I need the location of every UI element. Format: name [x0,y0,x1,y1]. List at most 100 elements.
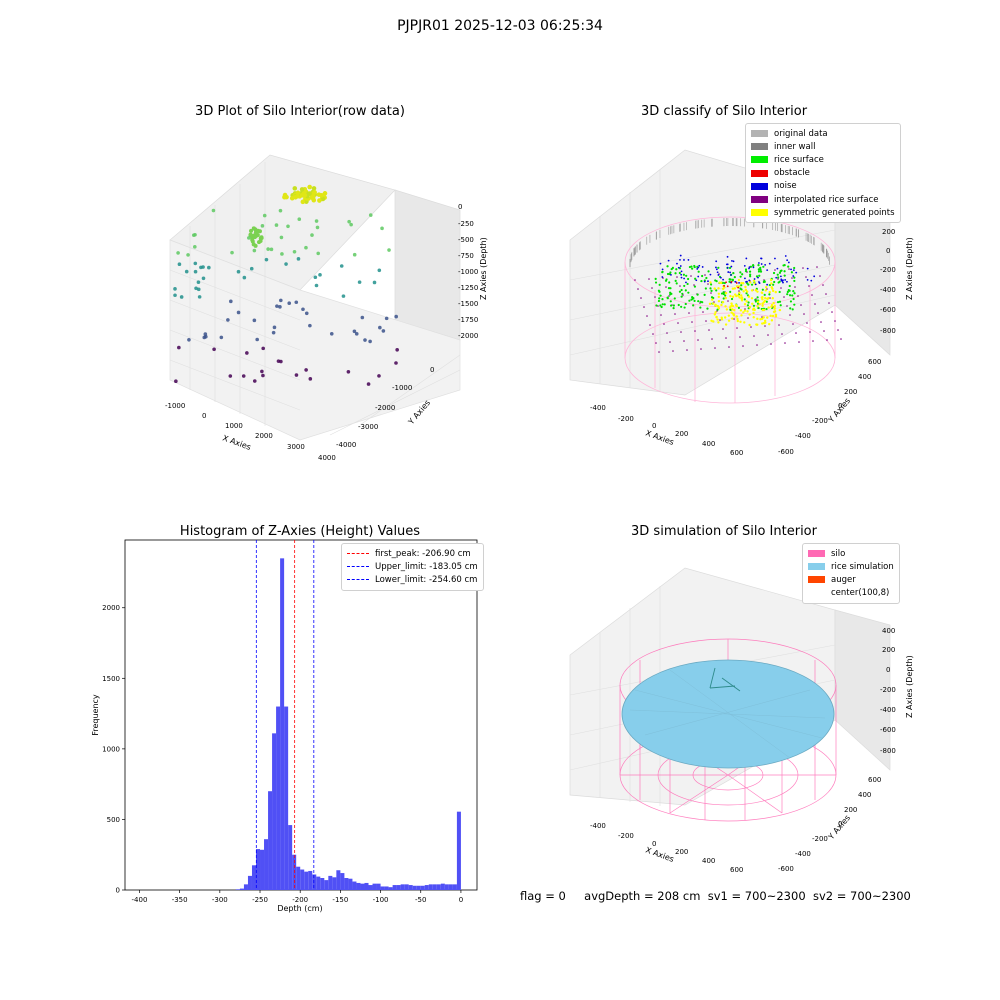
symmetric-point [740,281,743,285]
raw-point [296,257,301,261]
rice-surface-point [752,263,755,267]
raw-point [286,224,290,229]
noise-point [776,267,779,270]
histogram-bar [420,885,425,890]
raw-ytick: -4000 [336,441,356,449]
raw-point [219,335,224,340]
rice-surface-point [729,290,732,294]
rice-surface-point [675,268,678,271]
noise-point [780,278,783,281]
interpolated-point [722,328,724,330]
legend-item: noise [751,180,895,193]
interpolated-point [808,285,810,287]
legend-item: rice simulation [808,560,894,573]
auger-marker [709,667,741,692]
rice-surface-point [765,300,768,303]
symmetric-point [731,287,735,290]
classify-ylabel: Y Axies [826,396,852,425]
symmetric-point [736,317,739,321]
interpolated-point [657,305,659,307]
rice-surface-point [747,301,750,304]
rice-surface-point [759,270,763,273]
histogram-xtick-label: -100 [373,896,389,904]
classify-ztick: -800 [880,327,896,335]
rice-surface-point [660,305,663,309]
interpolated-point [708,329,710,331]
simulation-ztick: 0 [886,666,890,674]
classify-ytick: -200 [812,417,828,425]
rice-surface-point [704,287,707,290]
symmetric-point [760,296,764,299]
raw-point [378,325,382,330]
raw-ztick: -2000 [458,332,478,340]
noise-point [753,278,756,280]
histogram-xtick-label: -350 [172,896,188,904]
interpolated-point [806,322,808,324]
symmetric-point [724,323,728,326]
status-footer: flag = 0 avgDepth = 208 cm sv1 = 700~230… [520,889,911,903]
classify-ytick: 600 [868,358,881,366]
interpolated-point [683,340,685,342]
symmetric-point [748,306,752,309]
rice-surface-point [748,270,752,273]
rice-surface-point [779,304,782,307]
symmetric-point [750,297,754,300]
symmetric-point [714,304,717,307]
rice-surface-point [680,305,683,308]
symmetric-point [709,281,712,284]
raw-point [197,295,202,299]
raw-point [252,235,257,240]
interpolated-point [704,274,706,276]
raw-point [377,374,381,378]
raw-point [207,265,211,270]
legend-label: obstacle [774,168,810,179]
raw-point [186,253,190,257]
symmetric-point [729,294,732,298]
raw-point [251,242,256,247]
symmetric-point [713,287,716,290]
noise-point [726,255,729,258]
histogram-ytick-label: 500 [107,816,120,824]
interpolated-point [820,321,822,323]
symmetric-point [714,311,717,314]
noise-point [734,280,737,283]
raw-point [357,280,362,284]
sv1-text: sv1 = 700~2300 [707,889,806,903]
legend-line [347,566,369,568]
rice-surface-point [722,292,725,296]
noise-point [745,257,748,260]
raw-point [381,329,386,333]
symmetric-point [764,321,767,324]
histogram-bar [276,706,281,890]
simulation-ytick: -200 [812,835,828,843]
simulation-ztick: -800 [880,747,896,755]
symmetric-point [761,304,764,307]
interpolated-point [651,287,653,289]
legend-label: auger [831,574,856,585]
raw-3d-plot: -1000 0 1000 2000 3000 4000 0 -1000 -200… [165,154,488,462]
classify-ztick: 0 [886,247,890,255]
legend-label: symmetric generated points [774,207,895,218]
rice-surface-point [668,281,671,284]
rice-surface-point [659,294,662,297]
raw-point [380,226,384,231]
interpolated-point [814,303,816,305]
histogram-bar [292,854,297,890]
legend-swatch [751,196,768,204]
symmetric-point [756,290,759,293]
classify-scatter-points [629,218,842,353]
legend-label: first_peak: -206.90 cm [375,548,471,559]
rice-surface-point [743,298,746,301]
interpolated-point [756,344,758,346]
raw-point [308,323,312,328]
interpolated-point [788,268,790,270]
raw-point [193,269,198,274]
classify-xtick: 600 [730,449,743,457]
rice-surface-point [762,265,765,268]
raw-point [312,190,317,195]
rice-surface-point [680,288,683,292]
histogram-xtick-label: -200 [292,896,308,904]
interpolated-point [800,304,802,306]
symmetric-point [754,289,758,292]
raw-point [352,329,357,334]
